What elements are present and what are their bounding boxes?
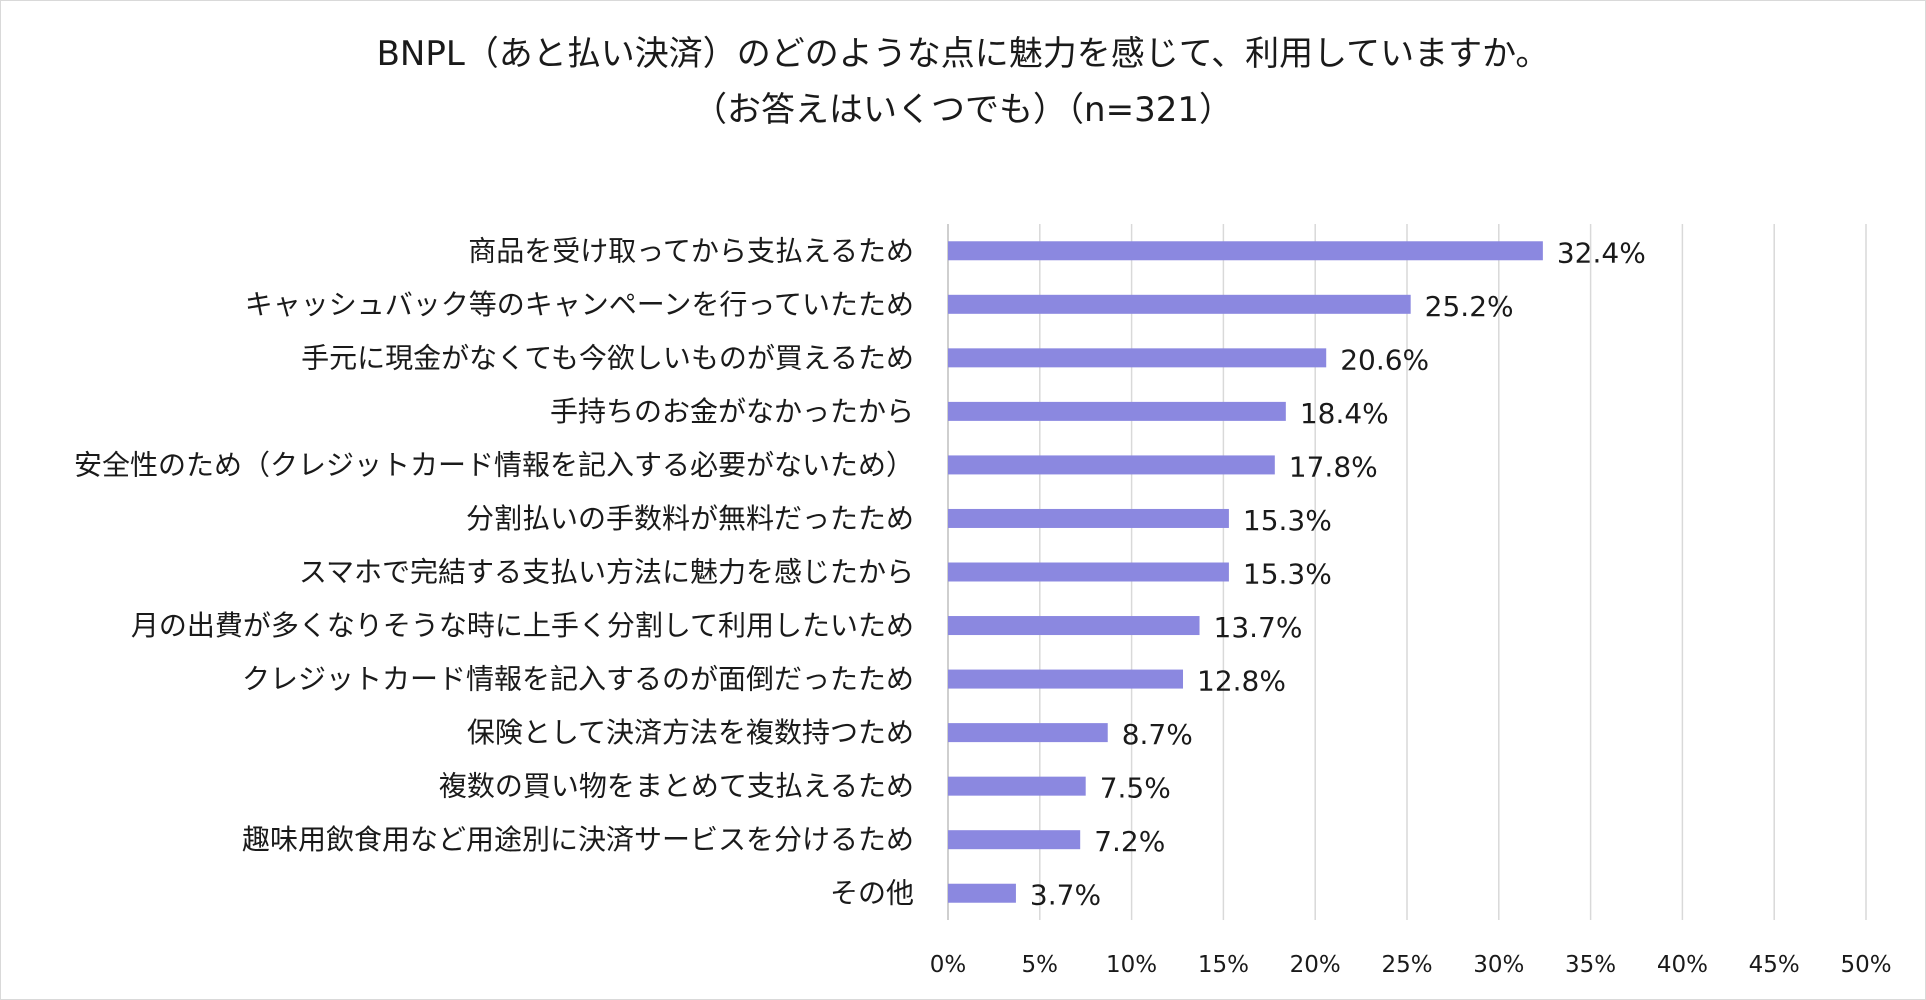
- category-label: 手持ちのお金がなかったから: [550, 395, 914, 428]
- data-label: 15.3%: [1243, 558, 1332, 591]
- bar: [948, 830, 1081, 850]
- data-label: 15.3%: [1243, 504, 1332, 537]
- x-tick-label: 5%: [1022, 952, 1059, 978]
- x-tick-label: 30%: [1473, 952, 1524, 978]
- category-label: 手元に現金がなくても今欲しいものが買えるため: [301, 341, 914, 374]
- data-label: 12.8%: [1197, 665, 1286, 698]
- x-tick-label: 25%: [1381, 952, 1432, 978]
- data-label: 32.4%: [1557, 236, 1646, 269]
- category-label: キャッシュバック等のキャンペーンを行っていたため: [245, 288, 914, 321]
- bar: [948, 455, 1275, 475]
- x-tick-label: 0%: [930, 952, 967, 978]
- bar: [948, 348, 1327, 368]
- category-label: 分割払いの手数料が無料だったため: [466, 502, 914, 535]
- x-tick-label: 45%: [1749, 952, 1800, 978]
- category-label: 趣味用飲食用など用途別に決済サービスを分けるため: [242, 823, 914, 856]
- category-label: 保険として決済方法を複数持つため: [467, 716, 914, 749]
- bar: [948, 294, 1411, 314]
- chart-title: BNPL（あと払い決済）のどのような点に魅力を感じて、利用していますか。: [376, 34, 1550, 74]
- bar: [948, 669, 1184, 689]
- x-tick-label: 35%: [1565, 952, 1616, 978]
- category-label: 月の出費が多くなりそうな時に上手く分割して利用したいため: [131, 609, 914, 642]
- bar: [948, 562, 1229, 582]
- x-tick-label: 20%: [1290, 952, 1341, 978]
- category-label: クレジットカード情報を記入するのが面倒だったため: [242, 663, 914, 696]
- data-label: 8.7%: [1122, 718, 1193, 751]
- data-label: 25.2%: [1425, 290, 1514, 323]
- data-label: 13.7%: [1214, 611, 1303, 644]
- bar: [948, 508, 1229, 528]
- chart-subtitle: （お答えはいくつでも）（n=321）: [693, 90, 1233, 130]
- x-tick-label: 15%: [1198, 952, 1249, 978]
- x-tick-label: 50%: [1840, 952, 1891, 978]
- data-label: 18.4%: [1300, 397, 1389, 430]
- category-label: 商品を受け取ってから支払えるため: [468, 234, 914, 267]
- x-tick-label: 10%: [1106, 952, 1157, 978]
- data-label: 20.6%: [1340, 343, 1429, 376]
- category-label: その他: [830, 877, 914, 910]
- bar: [948, 723, 1108, 743]
- category-label: 安全性のため（クレジットカード情報を記入する必要がないため）: [74, 448, 914, 481]
- bar: [948, 616, 1200, 636]
- bar: [948, 241, 1543, 261]
- data-label: 17.8%: [1289, 450, 1378, 483]
- bar: [948, 776, 1086, 796]
- category-label: スマホで完結する支払い方法に魅力を感じたから: [299, 556, 914, 589]
- x-tick-label: 40%: [1657, 952, 1708, 978]
- data-label: 7.5%: [1100, 772, 1171, 805]
- data-label: 7.2%: [1094, 825, 1165, 858]
- category-label: 複数の買い物をまとめて支払えるため: [439, 770, 914, 803]
- bar: [948, 883, 1016, 903]
- bar: [948, 401, 1286, 421]
- data-label: 3.7%: [1030, 879, 1101, 912]
